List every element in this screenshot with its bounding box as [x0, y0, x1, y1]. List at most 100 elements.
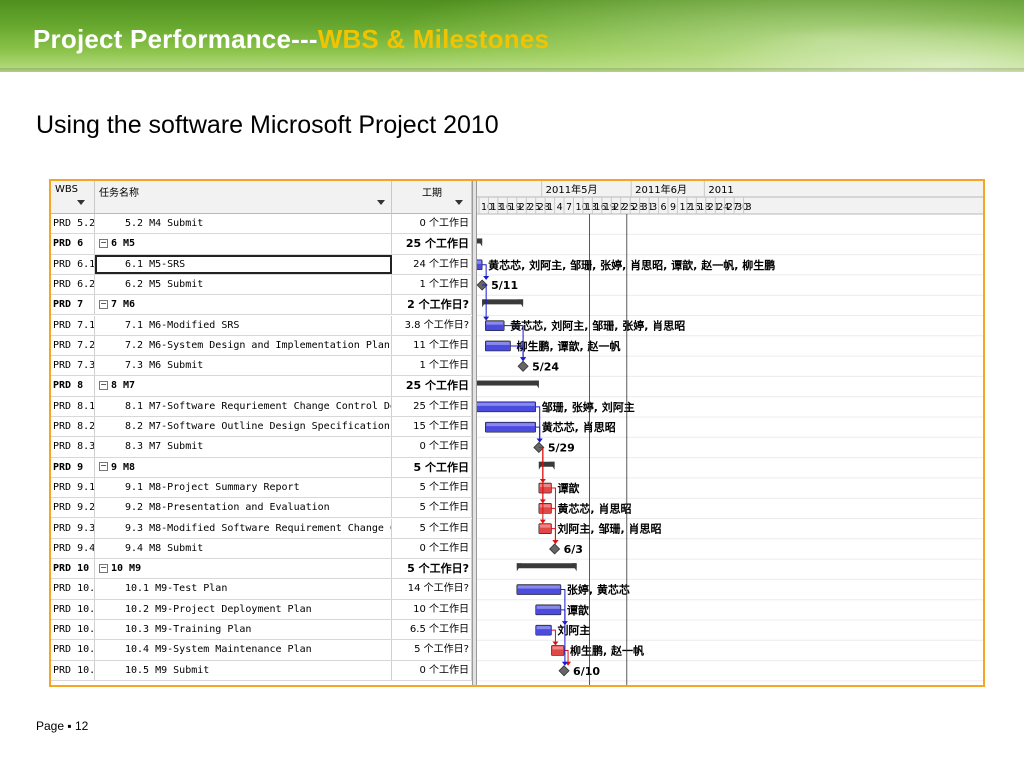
task-name-cell[interactable]: 10.1 M9-Test Plan: [95, 579, 392, 599]
task-row[interactable]: PRD 6.2 6.2 M5 Submit 1 个工作日: [51, 274, 477, 296]
task-name-cell[interactable]: 10.4 M9-System Maintenance Plan: [95, 640, 392, 660]
wbs-cell[interactable]: PRD 6.2: [51, 274, 95, 295]
task-row[interactable]: PRD 9.2 9.2 M8-Presentation and Evaluatio…: [51, 498, 477, 519]
wbs-cell[interactable]: PRD 9.4: [51, 538, 95, 559]
wbs-cell[interactable]: PRD 7.2: [51, 335, 95, 356]
column-header-wbs[interactable]: WBS: [51, 181, 95, 214]
task-name-cell[interactable]: −9 M8: [95, 457, 392, 477]
task-row[interactable]: PRD 7.3 7.3 M6 Submit 1 个工作日: [51, 356, 477, 377]
task-name-cell[interactable]: 10.5 M9 Submit: [95, 660, 392, 680]
collapse-icon[interactable]: −: [99, 379, 108, 390]
duration-cell[interactable]: 0 个工作日: [392, 437, 472, 457]
wbs-cell[interactable]: PRD 9.1: [51, 477, 95, 498]
task-row[interactable]: PRD 8.1 8.1 M7-Software Requriement Chang…: [51, 396, 477, 417]
wbs-cell[interactable]: PRD 6: [51, 234, 95, 254]
task-name-cell[interactable]: 5.2 M4 Submit: [95, 214, 392, 234]
task-name-cell[interactable]: 10.2 M9-Project Deployment Plan: [95, 599, 392, 619]
task-row[interactable]: PRD 8−8 M7 25 个工作日: [51, 376, 477, 397]
wbs-dropdown-icon[interactable]: [77, 200, 85, 205]
wbs-cell[interactable]: PRD 5.2: [51, 214, 95, 234]
duration-cell[interactable]: 2 个工作日?: [392, 295, 472, 315]
task-name-cell[interactable]: 7.2 M6-System Design and Implementation …: [95, 335, 392, 356]
task-name-cell[interactable]: 7.1 M6-Modified SRS: [95, 315, 392, 335]
task-row[interactable]: PRD 9.4 9.4 M8 Submit 0 个工作日: [51, 538, 477, 560]
duration-cell[interactable]: 5 个工作日: [392, 518, 472, 538]
column-header-name[interactable]: 任务名称: [95, 181, 392, 214]
task-name-cell[interactable]: 8.1 M7-Software Requriement Change Contr…: [95, 396, 392, 416]
task-name-cell[interactable]: −6 M5: [95, 234, 392, 254]
task-name-cell[interactable]: 9.4 M8 Submit: [95, 538, 392, 559]
duration-cell[interactable]: 5 个工作日?: [392, 559, 472, 579]
duration-cell[interactable]: 11 个工作日: [392, 335, 472, 356]
task-name-cell[interactable]: 10.3 M9-Training Plan: [95, 620, 392, 640]
task-row[interactable]: PRD 5.2 5.2 M4 Submit 0 个工作日: [51, 214, 477, 235]
duration-cell[interactable]: 10 个工作日: [392, 599, 472, 619]
wbs-cell[interactable]: PRD 9.3: [51, 518, 95, 538]
duration-cell[interactable]: 0 个工作日: [392, 538, 472, 559]
task-row[interactable]: PRD 10. 10.3 M9-Training Plan 6.5 个工作日: [51, 620, 477, 641]
task-row[interactable]: PRD 6−6 M5 25 个工作日: [51, 234, 477, 255]
name-dropdown-icon[interactable]: [377, 200, 385, 205]
task-row[interactable]: PRD 10. 10.2 M9-Project Deployment Plan 10…: [51, 599, 477, 620]
duration-cell[interactable]: 0 个工作日: [392, 660, 472, 680]
wbs-cell[interactable]: PRD 9.2: [51, 498, 95, 518]
task-row[interactable]: PRD 10. 10.5 M9 Submit 0 个工作日: [51, 660, 477, 681]
wbs-cell[interactable]: PRD 8.3: [51, 437, 95, 457]
wbs-cell[interactable]: PRD 8.2: [51, 417, 95, 437]
wbs-cell[interactable]: PRD 8.1: [51, 396, 95, 416]
wbs-cell[interactable]: PRD 10.: [51, 640, 95, 660]
duration-cell[interactable]: 14 个工作日?: [392, 579, 472, 599]
wbs-cell[interactable]: PRD 7.3: [51, 356, 95, 376]
wbs-cell[interactable]: PRD 10.: [51, 579, 95, 599]
task-row[interactable]: PRD 7.2 7.2 M6-System Design and Implemen…: [51, 335, 477, 357]
wbs-cell[interactable]: PRD 9: [51, 457, 95, 477]
wbs-cell[interactable]: PRD 10.: [51, 599, 95, 619]
duration-cell[interactable]: 5 个工作日: [392, 498, 472, 518]
collapse-icon[interactable]: −: [99, 298, 108, 309]
task-name-cell[interactable]: 7.3 M6 Submit: [95, 356, 392, 376]
task-row[interactable]: PRD 10−10 M9 5 个工作日?: [51, 559, 477, 580]
duration-cell[interactable]: 1 个工作日: [392, 274, 472, 295]
task-name-cell[interactable]: −8 M7: [95, 376, 392, 396]
duration-cell[interactable]: 3.8 个工作日?: [392, 315, 472, 335]
task-name-cell[interactable]: 9.3 M8-Modified Software Requirement Cha…: [95, 518, 392, 538]
task-row[interactable]: PRD 6.1 6.1 M5-SRS 24 个工作日: [51, 254, 477, 275]
task-row[interactable]: PRD 8.3 8.3 M7 Submit 0 个工作日: [51, 437, 477, 458]
wbs-cell[interactable]: PRD 7.1: [51, 315, 95, 335]
column-header-duration[interactable]: 工期: [392, 181, 472, 214]
collapse-icon[interactable]: −: [99, 237, 108, 248]
view-splitter[interactable]: [472, 181, 477, 685]
task-row[interactable]: PRD 9−9 M8 5 个工作日: [51, 457, 477, 478]
task-name-cell[interactable]: 8.3 M7 Submit: [95, 437, 392, 457]
duration-cell[interactable]: 0 个工作日: [392, 214, 472, 234]
duration-cell[interactable]: 1 个工作日: [392, 356, 472, 376]
duration-cell[interactable]: 25 个工作日: [392, 234, 472, 254]
task-row[interactable]: PRD 9.1 9.1 M8-Project Summary Report 5 个工…: [51, 477, 477, 499]
task-name-cell[interactable]: 6.1 M5-SRS: [95, 254, 392, 274]
wbs-cell[interactable]: PRD 10: [51, 559, 95, 579]
task-name-cell[interactable]: 6.2 M5 Submit: [95, 274, 392, 295]
wbs-cell[interactable]: PRD 6.1: [51, 254, 95, 274]
duration-cell[interactable]: 15 个工作日: [392, 417, 472, 437]
duration-cell[interactable]: 6.5 个工作日: [392, 620, 472, 640]
collapse-icon[interactable]: −: [99, 461, 108, 472]
wbs-cell[interactable]: PRD 10.: [51, 660, 95, 680]
task-name-cell[interactable]: 9.2 M8-Presentation and Evaluation: [95, 498, 392, 518]
task-name-cell[interactable]: 8.2 M7-Software Outline Design Specifica…: [95, 417, 392, 437]
duration-cell[interactable]: 24 个工作日: [392, 254, 472, 274]
task-row[interactable]: PRD 7.1 7.1 M6-Modified SRS 3.8 个工作日?: [51, 315, 477, 336]
duration-cell[interactable]: 25 个工作日: [392, 396, 472, 416]
duration-cell[interactable]: 5 个工作日: [392, 477, 472, 498]
task-row[interactable]: PRD 10. 10.1 M9-Test Plan 14 个工作日?: [51, 579, 477, 600]
wbs-cell[interactable]: PRD 10.: [51, 620, 95, 640]
duration-cell[interactable]: 5 个工作日?: [392, 640, 472, 660]
task-row[interactable]: PRD 8.2 8.2 M7-Software Outline Design Sp…: [51, 417, 477, 438]
task-row[interactable]: PRD 7−7 M6 2 个工作日?: [51, 295, 477, 316]
wbs-cell[interactable]: PRD 7: [51, 295, 95, 315]
task-row[interactable]: PRD 9.3 9.3 M8-Modified Software Requirem…: [51, 518, 477, 539]
duration-dropdown-icon[interactable]: [455, 200, 463, 205]
duration-cell[interactable]: 5 个工作日: [392, 457, 472, 477]
task-name-cell[interactable]: −7 M6: [95, 295, 392, 315]
collapse-icon[interactable]: −: [99, 562, 108, 573]
task-name-cell[interactable]: 9.1 M8-Project Summary Report: [95, 477, 392, 498]
